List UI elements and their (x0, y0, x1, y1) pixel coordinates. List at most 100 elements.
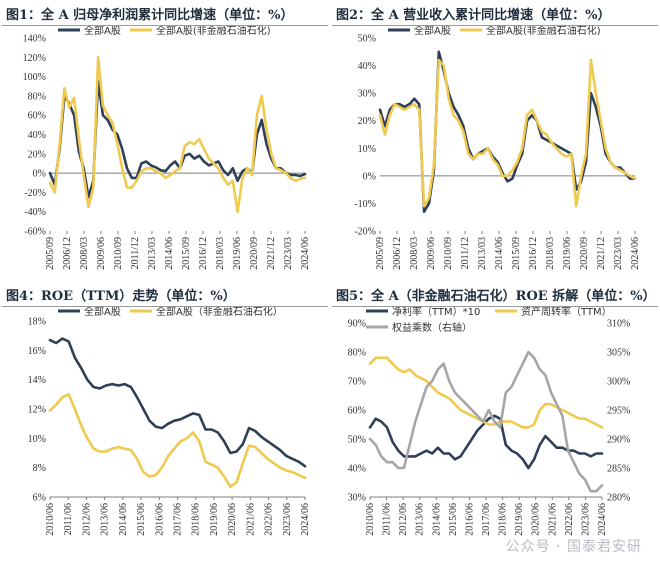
x-tick-label: 2016/12 (198, 237, 209, 270)
y-tick-label: 40% (348, 464, 366, 475)
x-tick-label: 2010/09 (443, 237, 454, 270)
legend-label: 全部A股 (84, 26, 121, 37)
y-tick-label: 10% (28, 434, 46, 445)
x-tick-label: 2005/09 (45, 237, 56, 270)
x-tick-label: 2024/06 (300, 503, 311, 536)
x-tick-label: 2015/06 (136, 503, 147, 536)
x-tick-label: 2018/06 (191, 503, 202, 536)
x-tick-label: 2021/12 (266, 237, 277, 270)
x-tick-label: 2012/06 (398, 503, 409, 536)
x-tick-label: 2020/09 (249, 237, 260, 270)
x-tick-label: 2020/06 (227, 503, 238, 536)
chart-title: 图5：全 A（非金融石油石化）ROE 拆解（单位：%） (336, 289, 656, 304)
series-line-2 (48, 55, 307, 213)
line-chart-5: 30% 40% 50% 60% 70% 80% 90% 280% 285% 290% 295% 300… (348, 307, 631, 536)
chart-panel-1: 图1：全 A 归母净利润累计同比增速（单位：%） -60% -40% -20% 0% 2… (0, 0, 330, 281)
y-tick-label: 50% (358, 34, 376, 45)
x-tick-label: 2008/03 (79, 237, 90, 270)
x-tick-label: 2019/06 (209, 503, 220, 536)
y-tick-label: 20% (358, 116, 376, 127)
x-tick-label: 2013/06 (100, 503, 111, 536)
x-tick-label: 2016/06 (154, 503, 165, 536)
x-tick-label: 2011/12 (460, 237, 471, 269)
series-line-2 (48, 393, 307, 488)
y-tick-label: -10% (354, 199, 376, 210)
series-line-1 (48, 80, 307, 199)
series-line-1 (48, 337, 307, 468)
x-tick-label: 2018/06 (498, 503, 509, 536)
x-tick-label: 2021/12 (596, 237, 607, 270)
x-tick-label: 2005/09 (375, 237, 386, 270)
series-line-2 (378, 58, 637, 208)
x-tick-label: 2008/03 (409, 237, 420, 270)
x-tick-label: 2017/06 (173, 503, 184, 536)
legend-label: 资产周转率（TTM） (521, 307, 612, 318)
legend-label: 全部A股(非金融石油石化) (156, 26, 271, 37)
x-tick-label: 2009/06 (96, 237, 107, 270)
legend-label: 全部A股(非金融石油石化) (486, 26, 601, 37)
y-tick-label: 40% (358, 61, 376, 72)
x-tick-label: 2023/06 (580, 503, 591, 536)
y-tick-label: 20% (28, 149, 46, 160)
x-tick-label: 2013/06 (415, 503, 426, 536)
x-tick-label: 2019/06 (562, 237, 573, 270)
y-tick-label: 90% (348, 319, 366, 330)
series-line-1 (378, 50, 637, 213)
y-tick-label: 50% (348, 435, 366, 446)
y-tick-label: 40% (28, 130, 46, 141)
y-tick-label: 70% (348, 377, 366, 388)
x-tick-label: 2024/06 (597, 503, 608, 536)
x-tick-label: 2023/03 (283, 237, 294, 270)
chart-title: 图2：全 A 营业收入累计同比增速（单位：%） (336, 8, 611, 23)
x-tick-label: 2011/06 (63, 503, 74, 535)
x-tick-label: 2022/06 (564, 503, 575, 536)
y2-tick-label: 290% (607, 435, 630, 446)
chart-panel-5: 图5：全 A（非金融石油石化）ROE 拆解（单位：%） 30% 40% 50% 60%… (330, 281, 660, 562)
x-tick-label: 2017/06 (481, 503, 492, 536)
chart-panel-2: 图2：全 A 营业收入累计同比增速（单位：%） -20% -10% 0% 10% 20%… (330, 0, 660, 281)
x-tick-label: 2012/06 (81, 503, 92, 536)
y-tick-label: -20% (24, 188, 46, 199)
x-tick-label: 2024/06 (300, 237, 311, 270)
title-divider (332, 25, 658, 26)
x-tick-label: 2018/03 (215, 237, 226, 270)
y-tick-label: 10% (358, 144, 376, 155)
x-tick-label: 2015/09 (181, 237, 192, 270)
y-tick-label: 80% (28, 91, 46, 102)
x-tick-label: 2024/06 (630, 237, 641, 270)
series-line-3 (368, 350, 604, 493)
y2-tick-label: 310% (607, 319, 630, 330)
legend-label: 全部A股 (84, 307, 121, 318)
legend-label: 净利率（TTM）*10 (392, 307, 480, 318)
y-tick-label: -40% (24, 207, 46, 218)
watermark: 公众号 · 国泰君安研 (505, 539, 642, 555)
x-tick-label: 2021/06 (245, 503, 256, 536)
y-tick-label: 30% (358, 89, 376, 100)
x-tick-label: 2014/06 (118, 503, 129, 536)
y-tick-label: 18% (28, 317, 46, 328)
x-tick-label: 2006/12 (62, 237, 73, 270)
title-divider (2, 25, 328, 26)
x-tick-label: 2014/06 (164, 237, 175, 270)
line-chart-4: 6% 8% 10% 12% 14% 16% 18% 2010/06 2011/06 2012/06… (28, 307, 311, 536)
y-tick-label: 140% (23, 34, 46, 45)
y-tick-label: 0% (33, 169, 46, 180)
y-tick-label: 8% (33, 463, 46, 474)
y-tick-label: 14% (28, 375, 46, 386)
chart-title: 图4：ROE（TTM）走势（单位：%） (6, 289, 236, 304)
x-tick-label: 2023/03 (613, 237, 624, 270)
y2-tick-label: 295% (607, 406, 630, 417)
x-tick-label: 2023/06 (282, 503, 293, 536)
line-chart-1: -60% -40% -20% 0% 20% 40% 60% 80% 100% 120% 140% 20… (23, 26, 311, 270)
x-tick-label: 2010/06 (365, 503, 376, 536)
y2-tick-label: 285% (607, 464, 630, 475)
y-tick-label: 80% (348, 348, 366, 359)
legend-label: 全部A股（非金融石油石化） (156, 307, 283, 318)
y-tick-label: 0% (363, 171, 376, 182)
title-divider (2, 306, 328, 307)
x-tick-label: 2022/06 (264, 503, 275, 536)
y-tick-label: 12% (28, 405, 46, 416)
y2-tick-label: 280% (607, 493, 630, 504)
chart-panel-4: 图4：ROE（TTM）走势（单位：%） 6% 8% 10% 12% 14% 16% 18% 2… (0, 281, 330, 562)
y-tick-label: 16% (28, 346, 46, 357)
